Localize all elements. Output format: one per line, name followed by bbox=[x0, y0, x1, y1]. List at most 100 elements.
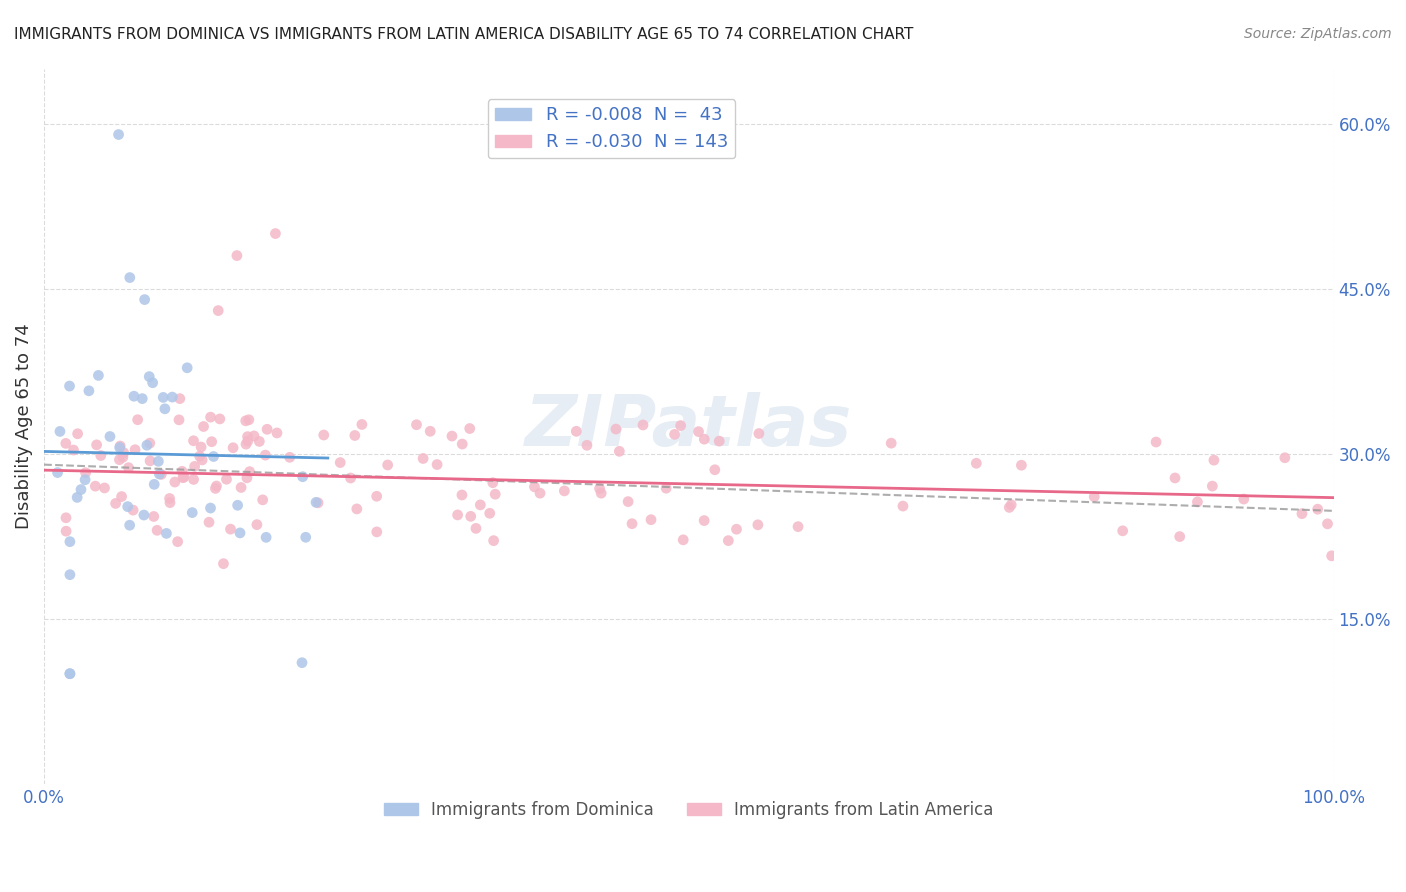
Point bbox=[709, 434, 731, 449]
Point bbox=[49, 425, 72, 439]
Point bbox=[226, 249, 249, 263]
Point bbox=[152, 391, 174, 405]
Point bbox=[118, 518, 141, 533]
Point bbox=[1144, 435, 1167, 450]
Point bbox=[108, 452, 131, 467]
Point bbox=[205, 479, 228, 493]
Point bbox=[748, 426, 770, 441]
Point bbox=[77, 384, 100, 398]
Text: ZIPatlas: ZIPatlas bbox=[526, 392, 852, 460]
Point bbox=[55, 524, 77, 539]
Point bbox=[58, 379, 80, 393]
Point bbox=[693, 514, 716, 528]
Point bbox=[155, 526, 177, 541]
Point bbox=[256, 422, 278, 436]
Point bbox=[725, 522, 748, 536]
Point bbox=[127, 413, 149, 427]
Point bbox=[75, 473, 97, 487]
Point bbox=[139, 436, 162, 450]
Point bbox=[346, 502, 368, 516]
Point bbox=[236, 471, 259, 485]
Point bbox=[143, 477, 166, 491]
Point bbox=[252, 492, 274, 507]
Point bbox=[412, 451, 434, 466]
Point bbox=[575, 438, 598, 452]
Point bbox=[235, 437, 257, 451]
Point bbox=[236, 429, 259, 443]
Point bbox=[108, 439, 131, 453]
Point bbox=[460, 509, 482, 524]
Point bbox=[134, 293, 156, 307]
Point bbox=[117, 460, 139, 475]
Point bbox=[1187, 495, 1209, 509]
Text: IMMIGRANTS FROM DOMINICA VS IMMIGRANTS FROM LATIN AMERICA DISABILITY AGE 65 TO 7: IMMIGRANTS FROM DOMINICA VS IMMIGRANTS F… bbox=[14, 27, 914, 42]
Point bbox=[75, 466, 97, 480]
Point bbox=[1233, 491, 1256, 506]
Point bbox=[523, 480, 546, 494]
Point bbox=[366, 524, 388, 539]
Point bbox=[142, 376, 165, 390]
Point bbox=[294, 530, 316, 544]
Point bbox=[142, 509, 165, 524]
Point bbox=[236, 434, 259, 448]
Point bbox=[138, 369, 160, 384]
Point bbox=[117, 500, 139, 514]
Point bbox=[55, 510, 77, 524]
Point bbox=[609, 444, 631, 458]
Point bbox=[166, 534, 188, 549]
Point bbox=[693, 432, 716, 446]
Point bbox=[419, 424, 441, 438]
Point bbox=[93, 481, 115, 495]
Point bbox=[118, 270, 141, 285]
Point bbox=[451, 437, 474, 451]
Point bbox=[111, 450, 134, 465]
Point bbox=[204, 482, 226, 496]
Point bbox=[266, 425, 288, 440]
Point bbox=[183, 434, 205, 448]
Point bbox=[565, 425, 588, 439]
Point bbox=[1000, 498, 1022, 512]
Point bbox=[254, 530, 277, 544]
Point bbox=[451, 488, 474, 502]
Point bbox=[343, 428, 366, 442]
Point bbox=[215, 472, 238, 486]
Point bbox=[239, 465, 262, 479]
Point bbox=[86, 438, 108, 452]
Point bbox=[717, 533, 740, 548]
Point bbox=[291, 656, 314, 670]
Point bbox=[59, 666, 82, 681]
Point bbox=[1291, 507, 1313, 521]
Point bbox=[458, 421, 481, 435]
Point bbox=[229, 525, 252, 540]
Point bbox=[198, 515, 221, 529]
Point bbox=[405, 417, 427, 432]
Point bbox=[703, 463, 725, 477]
Point bbox=[181, 506, 204, 520]
Point bbox=[998, 500, 1021, 515]
Point bbox=[70, 483, 93, 497]
Point bbox=[139, 454, 162, 468]
Point bbox=[1306, 502, 1329, 516]
Point bbox=[183, 472, 205, 486]
Point bbox=[90, 449, 112, 463]
Point bbox=[747, 517, 769, 532]
Point bbox=[305, 495, 328, 509]
Point bbox=[229, 480, 252, 494]
Point bbox=[1164, 471, 1187, 485]
Point bbox=[55, 436, 77, 450]
Point bbox=[470, 498, 492, 512]
Point bbox=[247, 434, 270, 449]
Point bbox=[529, 486, 551, 500]
Point bbox=[605, 422, 627, 436]
Point bbox=[329, 456, 352, 470]
Point bbox=[208, 412, 231, 426]
Point bbox=[553, 483, 575, 498]
Point bbox=[66, 426, 89, 441]
Point bbox=[640, 513, 662, 527]
Text: Source: ZipAtlas.com: Source: ZipAtlas.com bbox=[1244, 27, 1392, 41]
Point bbox=[222, 441, 245, 455]
Point bbox=[1316, 516, 1339, 531]
Point bbox=[173, 470, 195, 484]
Point bbox=[167, 413, 190, 427]
Point bbox=[481, 475, 503, 490]
